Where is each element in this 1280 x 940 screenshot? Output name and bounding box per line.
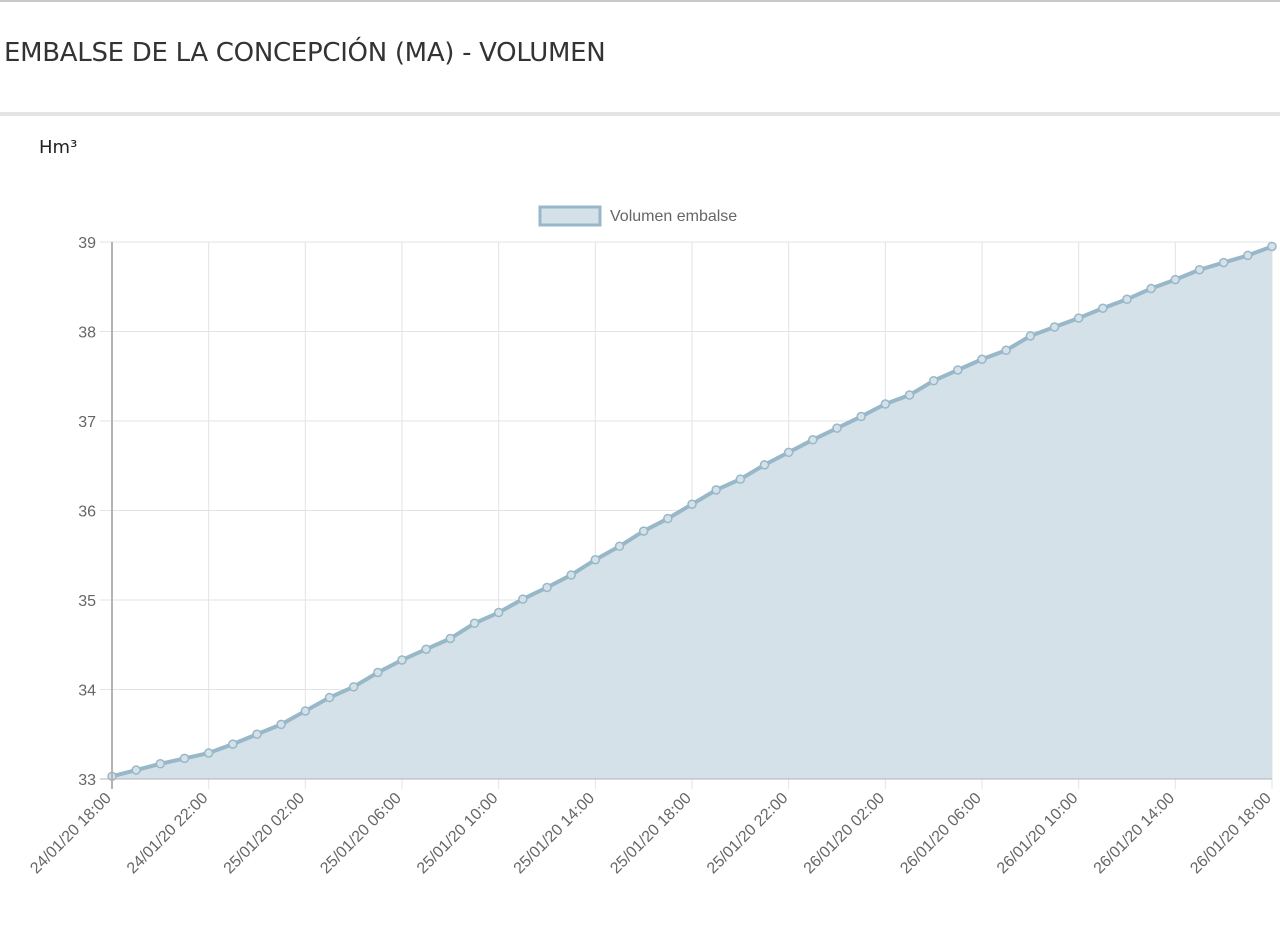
- data-point[interactable]: [566, 570, 576, 580]
- data-point[interactable]: [808, 435, 818, 445]
- data-point[interactable]: [469, 618, 480, 629]
- data-point[interactable]: [1170, 274, 1181, 285]
- data-point[interactable]: [300, 706, 311, 716]
- data-point[interactable]: [953, 365, 963, 375]
- data-point[interactable]: [155, 759, 166, 769]
- data-point[interactable]: [1073, 313, 1084, 323]
- data-point[interactable]: [276, 719, 286, 730]
- data-point[interactable]: [1001, 345, 1011, 356]
- y-tick-label: 37: [78, 414, 96, 431]
- x-tick-label: 26/01/20 10:00: [994, 790, 1082, 878]
- data-point[interactable]: [203, 748, 214, 758]
- data-point[interactable]: [131, 765, 141, 775]
- data-point[interactable]: [783, 447, 794, 458]
- data-point[interactable]: [928, 375, 939, 386]
- data-point[interactable]: [1098, 303, 1108, 313]
- data-point[interactable]: [977, 354, 987, 364]
- data-point[interactable]: [542, 582, 552, 593]
- data-point[interactable]: [663, 513, 673, 524]
- data-point[interactable]: [759, 460, 770, 470]
- x-tick-label: 25/01/20 18:00: [607, 790, 695, 878]
- data-point[interactable]: [711, 485, 721, 495]
- series-area-volumen-embalse: [112, 246, 1272, 780]
- y-tick-label: 39: [78, 235, 96, 252]
- x-tick-label: 25/01/20 14:00: [511, 790, 599, 878]
- data-point[interactable]: [493, 607, 504, 618]
- data-point[interactable]: [421, 644, 431, 654]
- data-point[interactable]: [856, 411, 866, 422]
- data-point[interactable]: [1025, 331, 1036, 341]
- data-point[interactable]: [348, 682, 359, 692]
- data-point[interactable]: [397, 655, 407, 665]
- y-tick-label: 36: [78, 504, 96, 521]
- title-divider: [0, 112, 1280, 116]
- x-tick-label: 24/01/20 18:00: [27, 790, 115, 878]
- x-tick-label: 25/01/20 22:00: [704, 790, 792, 878]
- top-border: [0, 0, 1280, 2]
- data-point[interactable]: [590, 554, 601, 565]
- data-point[interactable]: [1243, 250, 1253, 261]
- data-point[interactable]: [179, 753, 190, 764]
- x-tick-label: 25/01/20 06:00: [317, 790, 405, 878]
- data-point[interactable]: [735, 474, 746, 484]
- y-tick-label: 38: [78, 325, 96, 342]
- x-tick-label: 26/01/20 02:00: [801, 790, 889, 878]
- x-tick-label: 24/01/20 22:00: [124, 790, 212, 878]
- page-title: EMBALSE DE LA CONCEPCIÓN (MA) - VOLUMEN: [4, 38, 606, 68]
- data-point[interactable]: [832, 423, 842, 433]
- data-point[interactable]: [228, 739, 238, 749]
- legend-swatch[interactable]: [538, 205, 602, 227]
- data-point[interactable]: [252, 729, 262, 739]
- x-tick-label: 25/01/20 02:00: [221, 790, 309, 878]
- data-point[interactable]: [1267, 241, 1277, 252]
- data-point[interactable]: [880, 399, 891, 409]
- y-tick-label: 34: [78, 683, 96, 700]
- data-point[interactable]: [904, 390, 915, 400]
- y-tick-label: 33: [78, 772, 96, 789]
- data-point[interactable]: [614, 541, 625, 552]
- data-point[interactable]: [638, 526, 649, 536]
- legend[interactable]: Volumen embalse: [538, 205, 737, 227]
- data-point[interactable]: [1218, 257, 1229, 268]
- data-point[interactable]: [1122, 294, 1132, 305]
- data-point[interactable]: [1146, 283, 1156, 294]
- data-point[interactable]: [687, 499, 697, 509]
- x-tick-label: 26/01/20 18:00: [1187, 790, 1275, 878]
- data-point[interactable]: [1194, 264, 1205, 275]
- x-tick-label: 26/01/20 14:00: [1091, 790, 1179, 878]
- data-point[interactable]: [445, 633, 456, 644]
- data-point[interactable]: [518, 594, 528, 604]
- y-tick-label: 35: [78, 593, 96, 610]
- data-point[interactable]: [373, 667, 383, 678]
- data-point[interactable]: [324, 692, 335, 703]
- legend-label: Volumen embalse: [610, 208, 737, 225]
- x-tick-label: 25/01/20 10:00: [414, 790, 502, 878]
- x-tick-label: 26/01/20 06:00: [897, 790, 985, 878]
- data-point[interactable]: [1049, 322, 1060, 332]
- series-layer: [107, 241, 1277, 782]
- y-unit-label: Hm³: [39, 137, 78, 158]
